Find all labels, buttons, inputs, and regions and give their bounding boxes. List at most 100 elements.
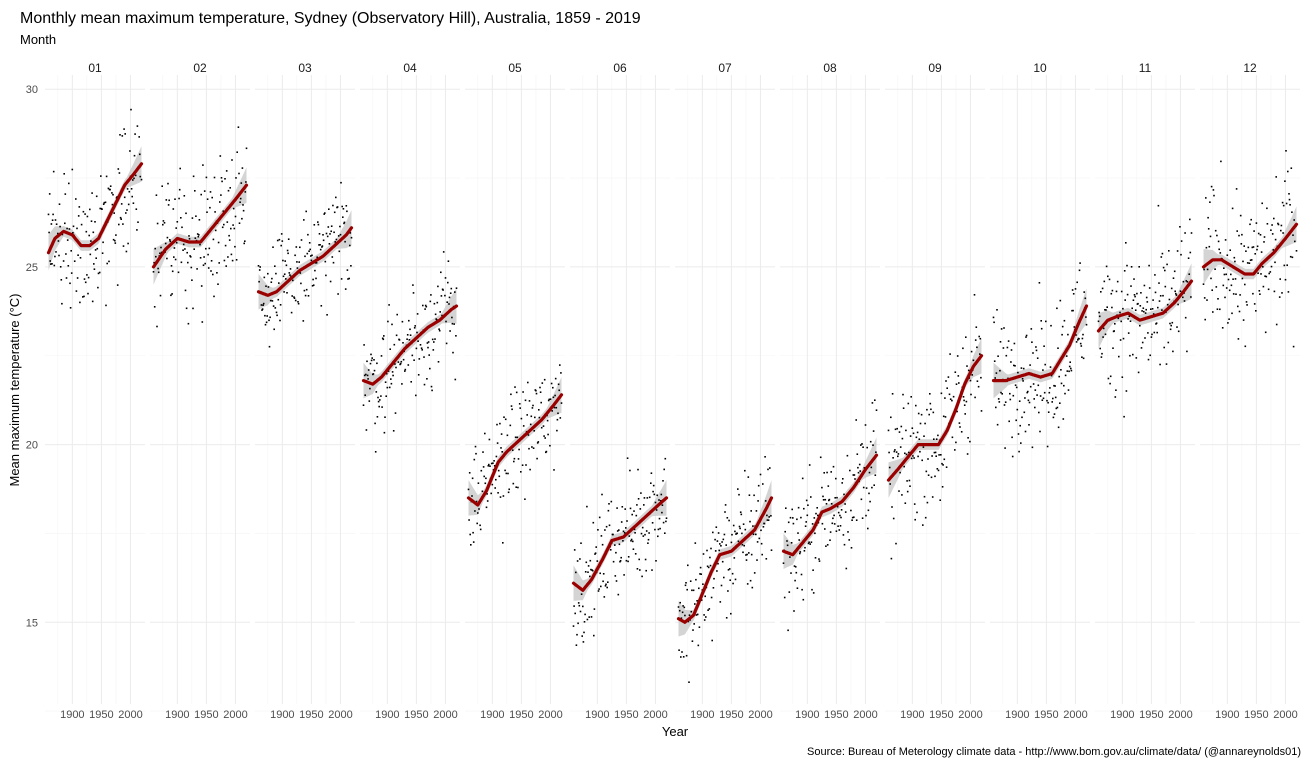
- data-point: [377, 396, 379, 399]
- data-point: [579, 558, 581, 560]
- data-point: [691, 640, 694, 642]
- data-point: [241, 217, 243, 220]
- data-point: [1146, 301, 1149, 303]
- data-point: [94, 249, 97, 251]
- data-point: [691, 589, 693, 592]
- data-point: [404, 370, 406, 372]
- x-tick-label: 2000: [1273, 709, 1297, 721]
- data-point: [1207, 228, 1210, 230]
- data-point: [399, 363, 401, 366]
- data-point: [93, 268, 96, 270]
- data-point: [416, 313, 419, 315]
- data-point: [1009, 392, 1011, 395]
- data-point: [391, 371, 394, 373]
- data-point: [170, 294, 172, 297]
- data-point: [241, 167, 244, 169]
- data-point: [416, 331, 418, 334]
- data-point: [826, 471, 828, 474]
- data-point: [1101, 352, 1103, 355]
- data-point: [797, 532, 799, 534]
- data-point: [1049, 387, 1051, 389]
- data-point: [818, 558, 820, 560]
- data-point: [848, 539, 850, 541]
- data-point: [1241, 277, 1244, 280]
- data-point: [382, 338, 385, 341]
- data-point: [123, 128, 125, 130]
- data-point: [1119, 339, 1122, 341]
- data-point: [68, 182, 70, 185]
- data-point: [282, 259, 284, 262]
- data-point: [1175, 292, 1177, 295]
- data-point: [586, 618, 589, 621]
- data-point: [224, 178, 226, 180]
- data-point: [312, 278, 314, 281]
- smooth-trend-line: [676, 496, 774, 624]
- data-point: [537, 441, 540, 443]
- data-point: [1060, 369, 1062, 371]
- data-point: [719, 601, 722, 603]
- facet-strip-label: 06: [613, 61, 627, 75]
- data-point: [47, 213, 50, 216]
- data-point: [210, 260, 213, 262]
- data-point: [538, 416, 541, 419]
- data-point: [737, 488, 739, 490]
- data-point: [1255, 310, 1257, 312]
- data-point: [908, 479, 911, 482]
- data-point: [325, 274, 327, 277]
- data-point: [339, 225, 341, 228]
- data-point: [1267, 288, 1270, 291]
- data-point: [648, 532, 650, 534]
- data-point: [407, 364, 410, 366]
- data-point: [404, 368, 407, 371]
- data-point: [118, 223, 120, 226]
- data-point: [959, 426, 961, 428]
- data-point: [686, 588, 688, 591]
- data-point: [467, 488, 470, 491]
- data-point: [924, 422, 926, 425]
- data-point: [868, 492, 870, 495]
- data-point: [126, 188, 129, 190]
- data-point: [997, 355, 999, 357]
- data-point: [333, 211, 336, 214]
- data-point: [64, 222, 66, 225]
- data-point: [928, 413, 930, 416]
- data-point: [906, 490, 909, 493]
- x-tick-label: 2000: [1063, 709, 1087, 721]
- data-point: [1259, 293, 1261, 295]
- data-point: [59, 225, 61, 228]
- data-point: [336, 206, 339, 208]
- data-point: [132, 179, 134, 181]
- data-point: [1038, 411, 1040, 414]
- data-point: [1043, 391, 1046, 394]
- data-point: [1039, 430, 1041, 433]
- data-point: [910, 457, 913, 460]
- data-point: [749, 520, 751, 523]
- data-point: [762, 526, 765, 528]
- data-point: [634, 532, 636, 534]
- data-point: [962, 396, 965, 398]
- data-point: [622, 530, 625, 533]
- data-point: [795, 571, 798, 574]
- data-point: [1059, 402, 1061, 404]
- data-point: [279, 319, 281, 322]
- data-point: [1127, 332, 1130, 334]
- data-point: [324, 260, 327, 263]
- data-point: [794, 566, 797, 568]
- data-point: [858, 463, 861, 466]
- data-point: [1167, 341, 1170, 344]
- data-point: [1078, 269, 1081, 272]
- data-point: [827, 485, 830, 487]
- data-point: [1010, 361, 1012, 363]
- data-point: [362, 404, 365, 406]
- data-point: [554, 394, 556, 397]
- data-point: [976, 346, 978, 349]
- data-point: [1266, 207, 1268, 210]
- data-point: [1142, 307, 1145, 309]
- data-point: [493, 465, 496, 467]
- data-point: [343, 221, 346, 224]
- data-point: [294, 299, 297, 302]
- data-point: [209, 206, 211, 209]
- data-point: [495, 455, 498, 458]
- data-point: [191, 279, 193, 281]
- data-point: [1129, 354, 1131, 357]
